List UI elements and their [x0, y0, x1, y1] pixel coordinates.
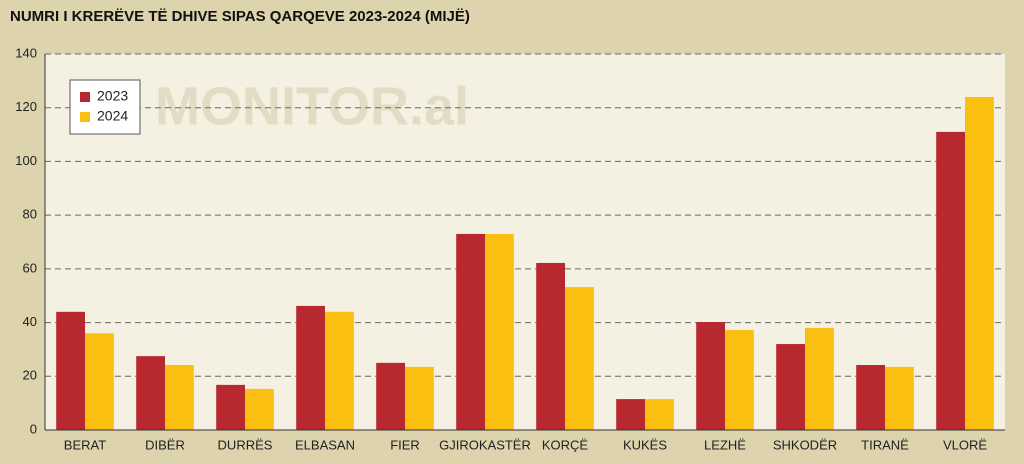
x-tick-label: DURRËS	[218, 437, 273, 452]
y-tick-label: 20	[23, 368, 37, 383]
bar	[645, 399, 674, 430]
x-tick-label: ELBASAN	[295, 437, 355, 452]
bar	[325, 311, 354, 430]
x-tick-label: KORÇË	[542, 437, 589, 452]
plot-area	[45, 54, 1005, 430]
watermark: MONITOR.al	[155, 76, 469, 136]
bar	[56, 311, 85, 430]
bar	[616, 399, 645, 430]
y-tick-label: 0	[30, 421, 37, 436]
legend-swatch	[80, 112, 90, 122]
bar	[965, 96, 994, 430]
bar	[216, 384, 245, 430]
bar	[565, 287, 594, 430]
y-tick-label: 60	[23, 260, 37, 275]
bar	[805, 327, 834, 430]
bar	[245, 388, 274, 430]
bar	[296, 305, 325, 430]
bar	[776, 344, 805, 430]
x-tick-label: LEZHË	[704, 437, 746, 452]
bar	[885, 366, 914, 430]
bar	[85, 333, 114, 430]
bar	[485, 233, 514, 430]
legend-label: 2023	[97, 88, 128, 104]
y-tick-label: 80	[23, 207, 37, 222]
bar	[936, 131, 965, 430]
bar	[136, 356, 165, 430]
bar	[725, 330, 754, 430]
bar	[165, 365, 194, 430]
y-tick-label: 120	[15, 99, 37, 114]
x-tick-label: SHKODËR	[773, 437, 837, 452]
bar	[376, 362, 405, 430]
legend-label: 2024	[97, 108, 128, 124]
legend-swatch	[80, 92, 90, 102]
x-tick-label: KUKËS	[623, 437, 667, 452]
bar	[856, 365, 885, 430]
legend-box	[69, 79, 141, 135]
bar	[536, 262, 565, 430]
y-tick-label: 100	[15, 153, 37, 168]
x-tick-label: DIBËR	[145, 437, 185, 452]
bar	[456, 233, 485, 430]
x-tick-label: FIER	[390, 437, 420, 452]
x-tick-label: BERAT	[64, 437, 106, 452]
x-tick-label: TIRANË	[861, 437, 909, 452]
chart-title: NUMRI I KRERËVE TË DHIVE SIPAS QARQEVE 2…	[10, 8, 470, 25]
bar	[405, 366, 434, 430]
x-tick-label: GJIROKASTËR	[439, 437, 531, 452]
bar	[696, 322, 725, 430]
y-tick-label: 40	[23, 314, 37, 329]
y-tick-label: 140	[15, 45, 37, 60]
x-tick-label: VLORË	[943, 437, 987, 452]
